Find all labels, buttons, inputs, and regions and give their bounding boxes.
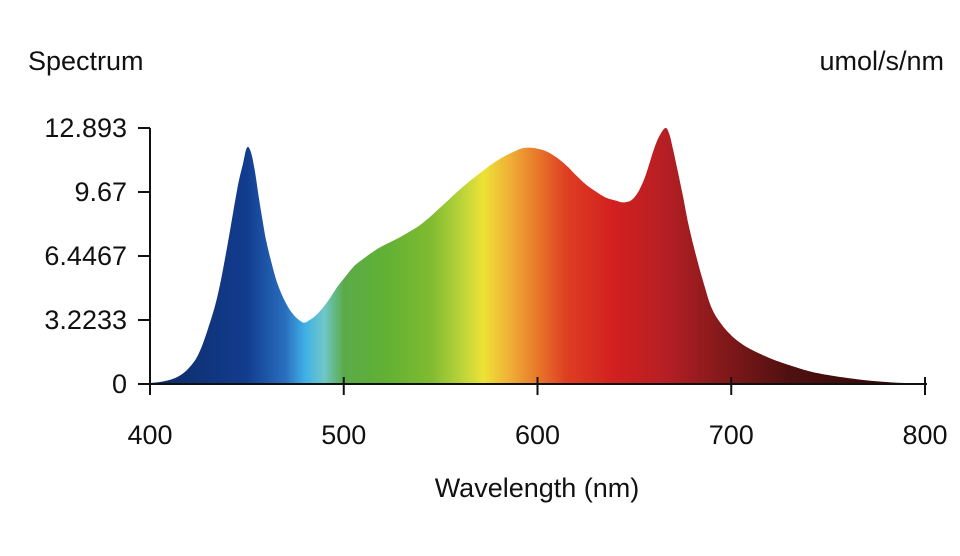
y-tick-label-0: 0 <box>112 369 127 399</box>
chart-title: Spectrum <box>28 46 144 76</box>
y-tick-label-3: 9.67 <box>74 177 127 207</box>
x-tick-label-1: 500 <box>321 420 366 450</box>
x-tick-label-0: 400 <box>127 420 172 450</box>
x-tick-label-3: 700 <box>709 420 754 450</box>
x-axis: 400 500 600 700 800 <box>127 377 948 450</box>
y-axis: 0 3.2233 6.4467 9.67 12.893 <box>44 113 151 399</box>
x-tick-label-2: 600 <box>515 420 560 450</box>
x-tick-label-4: 800 <box>902 420 947 450</box>
y-tick-label-1: 3.2233 <box>44 305 127 335</box>
unit-label: umol/s/nm <box>819 46 944 76</box>
y-tick-label-2: 6.4467 <box>44 241 127 271</box>
y-tick-label-4: 12.893 <box>44 113 127 143</box>
spectrum-area <box>150 127 925 385</box>
x-axis-title: Wavelength (nm) <box>435 473 640 503</box>
